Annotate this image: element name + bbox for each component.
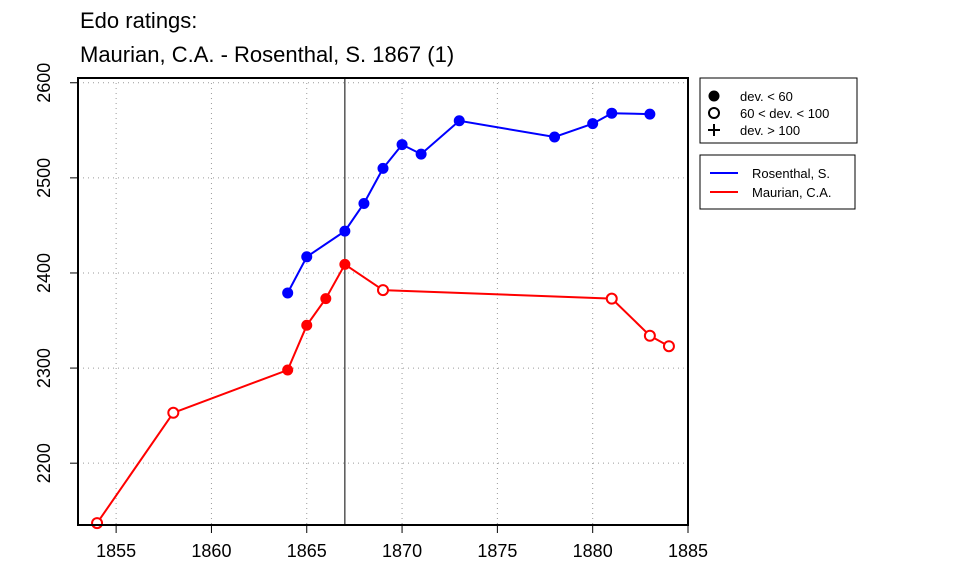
- data-point-series-0: [644, 108, 656, 120]
- data-point-series-0: [415, 148, 427, 160]
- data-point-series-0: [377, 162, 389, 174]
- data-point-series-1: [339, 258, 351, 270]
- x-tick-label: 1855: [96, 541, 136, 561]
- x-tick-label: 1885: [668, 541, 708, 561]
- data-point-series-1: [167, 406, 180, 419]
- data-point-series-1: [91, 517, 104, 530]
- x-tick-label: 1870: [382, 541, 422, 561]
- series-legend-label: Rosenthal, S.: [752, 166, 830, 181]
- data-point-series-0: [301, 251, 313, 263]
- chart-title-line-1: Edo ratings:: [80, 8, 197, 33]
- y-tick-label: 2200: [34, 443, 54, 483]
- series-legend: Rosenthal, S. Maurian, C.A.: [699, 154, 856, 210]
- deviation-legend-label: dev. < 60: [740, 89, 793, 104]
- data-point-series-1: [282, 364, 294, 376]
- data-point-series-1: [643, 329, 656, 342]
- data-point-series-1: [605, 292, 618, 305]
- deviation-legend: dev. < 60 60 < dev. < 100 dev. > 100: [699, 77, 858, 144]
- deviation-legend-marker: [708, 107, 720, 119]
- data-point-series-1: [377, 284, 389, 297]
- data-point-series-0: [453, 115, 465, 127]
- y-tick-label: 2500: [34, 158, 54, 198]
- data-point-series-1: [301, 319, 313, 331]
- x-axis: 1855 1860 1865 1870 1875 1880 1885: [96, 525, 708, 561]
- y-tick-label: 2300: [34, 348, 54, 388]
- series-legend-box: [699, 154, 856, 210]
- x-tick-label: 1875: [477, 541, 517, 561]
- series-points: [91, 107, 675, 530]
- data-point-series-0: [339, 225, 351, 237]
- data-point-series-0: [358, 198, 370, 210]
- deviation-legend-label: dev. > 100: [740, 123, 800, 138]
- data-point-series-0: [549, 131, 561, 143]
- data-point-series-0: [396, 139, 408, 151]
- chart-title-line-2: Maurian, C.A. - Rosenthal, S. 1867 (1): [80, 42, 454, 67]
- series-legend-label: Maurian, C.A.: [752, 185, 831, 200]
- x-tick-label: 1860: [191, 541, 231, 561]
- series-lines: [96, 112, 670, 524]
- y-tick-label: 2600: [34, 63, 54, 103]
- data-point-series-1: [662, 340, 675, 353]
- x-tick-label: 1880: [573, 541, 613, 561]
- data-point-series-0: [587, 118, 599, 130]
- plot-frame: [77, 77, 689, 526]
- y-tick-label: 2400: [34, 253, 54, 293]
- data-point-series-1: [320, 293, 332, 305]
- deviation-legend-marker: [708, 90, 720, 102]
- data-point-series-0: [282, 287, 294, 299]
- x-tick-label: 1865: [287, 541, 327, 561]
- deviation-legend-box: [699, 77, 858, 144]
- y-axis: 2200 2300 2400 2500 2600: [34, 63, 78, 483]
- series-line-1: [96, 262, 670, 524]
- deviation-legend-label: 60 < dev. < 100: [740, 106, 829, 121]
- grid: [78, 78, 689, 525]
- data-point-series-0: [606, 107, 618, 119]
- deviation-legend-marker: [708, 124, 720, 136]
